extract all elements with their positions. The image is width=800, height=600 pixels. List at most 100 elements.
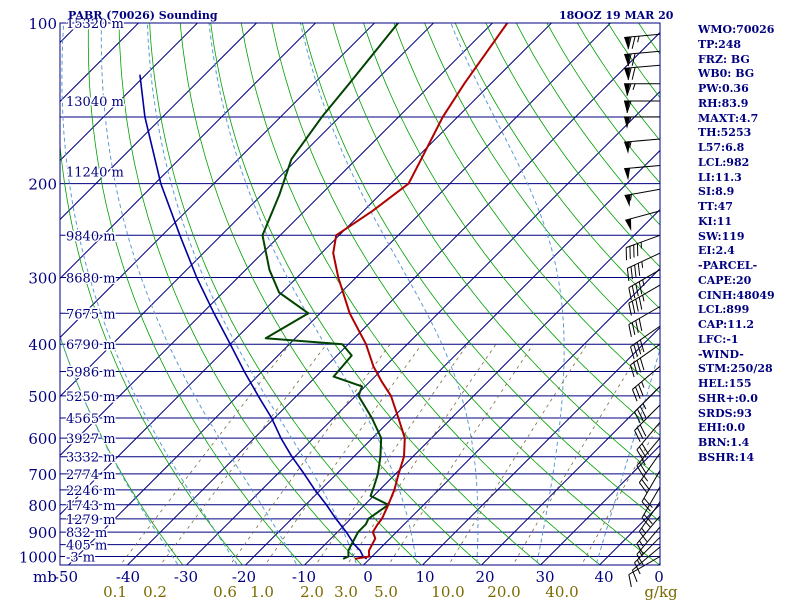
mixing-ratio-line	[448, 343, 588, 565]
height-label: 405 m	[66, 539, 107, 554]
stat-line: EHI:0.0	[698, 421, 746, 435]
stat-line: SHR+:0.0	[698, 391, 758, 405]
dry-adiabat	[179, 23, 482, 565]
wind-barb-flag	[636, 543, 644, 555]
stat-line: SRDS:93	[698, 406, 752, 420]
mixing-ratio-label: 1.0	[250, 583, 274, 600]
isotherm-line	[0, 0, 45, 579]
wind-barb	[624, 50, 661, 67]
wind-barb-staff	[624, 138, 661, 143]
isotherm-line	[421, 326, 660, 565]
height-label: -3 m	[66, 551, 95, 566]
pressure-label: 600	[28, 430, 57, 448]
wind-barb-flag	[628, 287, 632, 301]
temperature-label: 0	[363, 568, 373, 586]
wind-barb-flag	[638, 281, 643, 295]
wind-barb-pennant	[624, 168, 631, 181]
wind-barb-flag	[631, 300, 636, 314]
wind-barb-staff	[641, 486, 661, 519]
height-label: 1279 m	[66, 513, 116, 528]
height-label: 8680 m	[66, 272, 116, 287]
wind-barb-flag	[634, 264, 637, 278]
wind-barb	[624, 116, 660, 129]
wind-barb-flag	[638, 384, 644, 397]
stat-line: FRZ: BG	[698, 52, 750, 66]
wind-barb-staff	[624, 50, 661, 55]
wind-barb-flag	[633, 344, 638, 357]
stat-line: PW:0.36	[698, 82, 749, 95]
wind-barb-flag	[631, 67, 636, 80]
wind-barb-flag	[636, 465, 644, 477]
dry-adiabat	[271, 23, 660, 565]
wind-barb-flag	[628, 574, 632, 587]
wind-barb-flag	[636, 554, 644, 566]
height-label: 11240 m	[66, 166, 124, 181]
wind-barb-pennant	[624, 194, 631, 207]
parcel-trace	[139, 74, 368, 560]
wind-barb-flag	[636, 243, 639, 257]
mixing-ratio-line	[512, 343, 646, 565]
mixing-ratio-line	[315, 343, 468, 565]
pressure-label: 100	[28, 15, 57, 33]
wind-barb-flag	[639, 339, 645, 353]
wind-barb-flag	[643, 497, 653, 509]
moist-adiabat	[100, 23, 298, 565]
wind-barb-pennant	[624, 101, 630, 113]
wind-barb-staff	[636, 421, 661, 451]
mixing-ratio-label: 0.1	[103, 583, 127, 600]
dry-adiabat	[485, 23, 660, 268]
mixing-ratio-label: 0.2	[143, 583, 167, 600]
wind-barb-pennant	[624, 83, 630, 96]
temperature-label: -10	[292, 568, 316, 586]
wind-barb-staff	[628, 269, 661, 289]
wind-barb-half-flag	[642, 294, 645, 302]
temperature-label: 10	[415, 568, 434, 586]
temperature-label: -50	[54, 568, 78, 586]
mixing-ratio-label: 10.0	[431, 583, 464, 600]
mixing-ratio-line	[159, 343, 328, 565]
wind-barb-staff	[628, 306, 661, 325]
wind-barb-half-flag	[643, 475, 649, 482]
stat-line: WMO:70026	[698, 23, 775, 36]
mixing-ratio-label: 40.0	[545, 583, 578, 600]
height-label: 7675 m	[66, 307, 116, 322]
stat-line: BSHR:14	[698, 450, 755, 464]
pressure-unit-label: mb	[33, 568, 57, 586]
wind-barb-flag	[631, 569, 638, 583]
wind-barb-column	[624, 33, 661, 587]
wind-barb	[634, 404, 661, 442]
isotherm-line	[60, 23, 317, 280]
isotherm-line	[480, 385, 660, 565]
wind-barb	[638, 452, 661, 494]
wind-barb-flag	[636, 342, 642, 355]
isotherm-line	[60, 23, 376, 339]
isotherm-line	[67, 23, 612, 565]
wind-barb-flag	[641, 517, 651, 528]
isotherm-line	[303, 208, 660, 565]
wind-barb-pennant	[624, 116, 630, 129]
wind-barb-flag	[635, 298, 639, 312]
stat-line: BRN:1.4	[698, 436, 750, 449]
mixing-ratio-line	[581, 422, 660, 565]
wind-barb-staff	[626, 234, 661, 249]
stat-line: SI:8.9	[698, 185, 735, 199]
wind-barb-flag	[636, 408, 644, 421]
mixing-ratio-label: 3.0	[334, 583, 358, 600]
pressure-label: 700	[28, 466, 57, 484]
wind-barb-flag	[631, 322, 636, 335]
stat-line: LFC:-1	[698, 332, 739, 346]
stat-line: HEL:155	[698, 377, 752, 390]
wind-barb-flag	[627, 36, 632, 50]
wind-barb-flag	[636, 360, 642, 373]
wind-barb	[641, 470, 661, 512]
dry-adiabat	[301, 23, 660, 522]
wind-barb-flag	[639, 357, 645, 371]
wind-barb-staff	[641, 470, 661, 502]
wind-barb-flag	[627, 67, 632, 81]
wind-barb-flag	[635, 320, 639, 333]
height-label: 9840 m	[66, 229, 116, 244]
moist-adiabat	[208, 23, 418, 565]
height-label: 2246 m	[66, 484, 116, 499]
wind-barb	[625, 234, 661, 261]
wind-barb-flag	[636, 427, 644, 440]
